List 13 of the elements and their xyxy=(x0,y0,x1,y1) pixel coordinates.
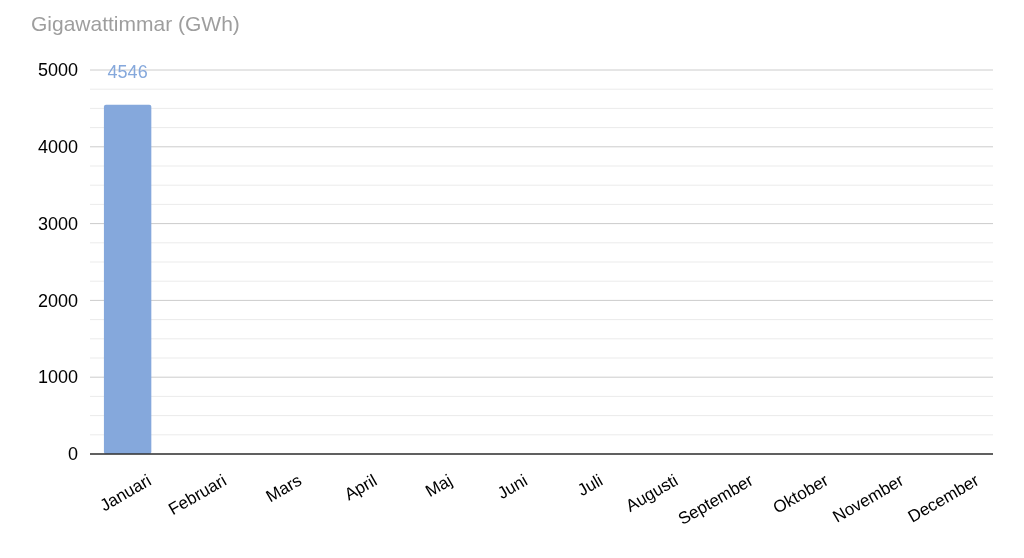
y-tick-label: 5000 xyxy=(37,60,78,81)
x-tick-label: Juni xyxy=(494,470,531,503)
y-tick-label: 0 xyxy=(67,444,78,465)
x-tick-label: Mars xyxy=(262,470,305,507)
x-tick-label: April xyxy=(341,470,381,505)
y-tick-label: 1000 xyxy=(37,367,78,388)
x-tick-label: Maj xyxy=(422,470,456,501)
y-tick-label: 4000 xyxy=(37,137,78,158)
x-tick-label: Juli xyxy=(574,470,606,500)
y-axis-title: Gigawattimmar (GWh) xyxy=(31,12,240,35)
y-tick-label: 3000 xyxy=(37,213,78,234)
y-tick-label: 2000 xyxy=(37,290,78,311)
data-label: 4546 xyxy=(107,61,148,82)
